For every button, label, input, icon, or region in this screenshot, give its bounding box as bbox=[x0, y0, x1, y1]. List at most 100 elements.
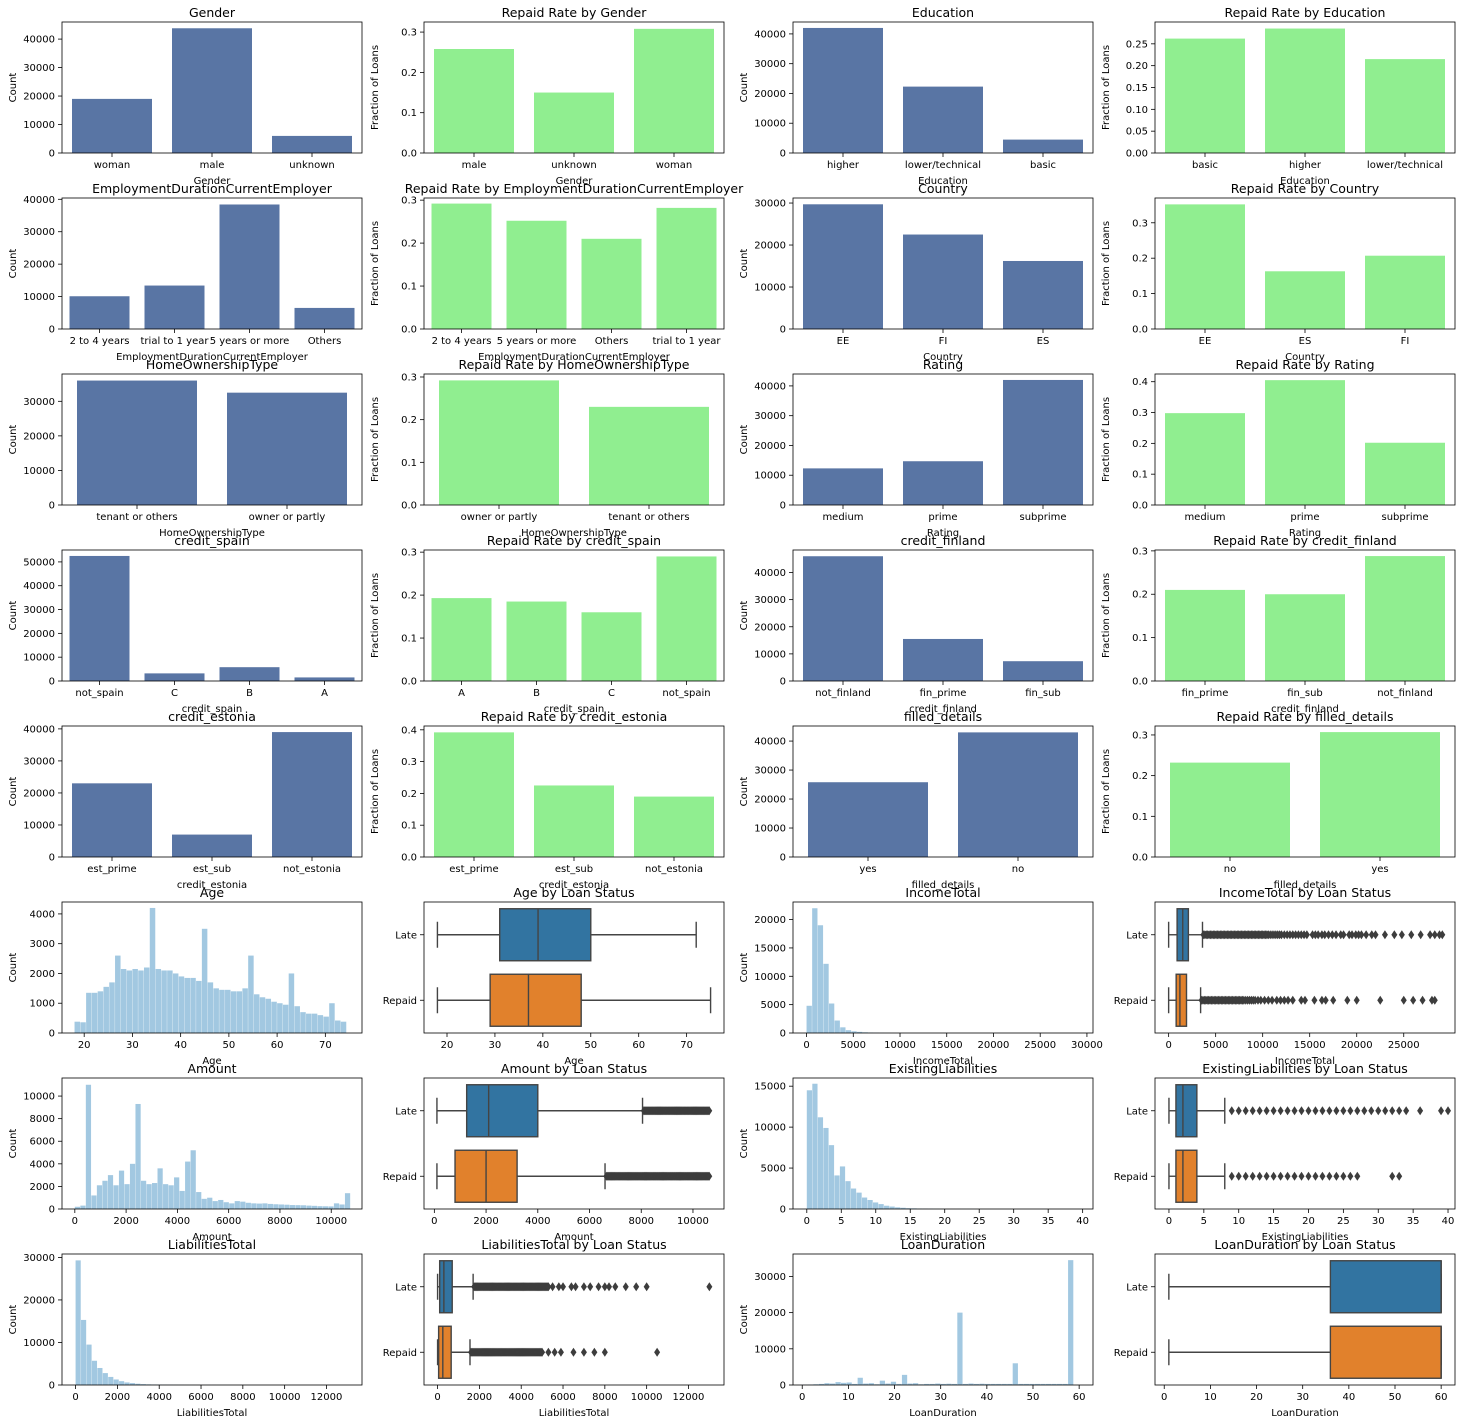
outlier-point bbox=[591, 1347, 598, 1357]
x-tick-label: trial to 1 year bbox=[653, 336, 722, 347]
y-axis-label: Count bbox=[8, 1305, 19, 1335]
bar bbox=[69, 555, 130, 681]
subplot-title: Repaid Rate by credit_finland bbox=[1213, 533, 1397, 548]
x-tick-label: subprime bbox=[1019, 512, 1066, 523]
outlier-point bbox=[1312, 1171, 1319, 1181]
y-tick-label: 0.2 bbox=[1132, 771, 1148, 782]
histogram-bar bbox=[873, 1202, 879, 1209]
y-tick-label: 6000 bbox=[30, 1137, 55, 1148]
y-tick-label: 10000 bbox=[23, 820, 55, 831]
y-tick-label: 10000 bbox=[754, 471, 786, 482]
outlier-point bbox=[1431, 995, 1438, 1005]
bar bbox=[1265, 271, 1345, 329]
histogram-bar bbox=[1051, 1383, 1057, 1385]
outlier-point bbox=[1319, 1106, 1326, 1116]
outlier-point bbox=[1270, 1106, 1277, 1116]
subplot-title: Repaid Rate by Gender bbox=[502, 5, 648, 20]
outlier-point bbox=[1340, 1171, 1347, 1181]
outlier-point bbox=[1263, 1171, 1270, 1181]
histogram-bar bbox=[828, 1145, 835, 1209]
bar bbox=[803, 556, 883, 681]
histogram-bar bbox=[857, 1031, 863, 1033]
x-tick-label: 10000 bbox=[315, 1216, 347, 1227]
histogram-bar bbox=[185, 1161, 191, 1209]
x-tick-label: est_prime bbox=[449, 864, 498, 875]
y-tick-label: 10000 bbox=[23, 292, 55, 303]
histogram-bar bbox=[1045, 1383, 1052, 1385]
subplot: Repaid Rate by Gender Gender Fraction of L… bbox=[370, 5, 725, 187]
histogram-bar bbox=[857, 1377, 863, 1385]
subplot: Age by Loan Status Age Late Repaid 20 30 40 50 6… bbox=[383, 885, 725, 1067]
bar bbox=[1003, 661, 1083, 681]
histogram-bar bbox=[1040, 1383, 1046, 1385]
histogram-bar bbox=[152, 1183, 158, 1209]
subplot: Amount by Loan Status Amount Late Repaid 0 20… bbox=[383, 1061, 725, 1243]
x-tick-label: 6000 bbox=[188, 1392, 213, 1403]
outlier-point bbox=[595, 1282, 602, 1292]
y-tick-label: 0.3 bbox=[1132, 730, 1148, 741]
histogram-bar bbox=[829, 1383, 836, 1385]
y-tick-label: 20000 bbox=[23, 629, 55, 640]
histogram-bar bbox=[234, 1201, 240, 1209]
outlier-point bbox=[1291, 1106, 1298, 1116]
bar bbox=[1003, 139, 1083, 153]
y-tick-label: 40000 bbox=[23, 35, 55, 46]
histogram-bar bbox=[344, 1193, 351, 1209]
y-tick-label: 40000 bbox=[754, 29, 786, 40]
x-tick-label: 5 years or more bbox=[210, 336, 290, 347]
outlier-point bbox=[1249, 1106, 1256, 1116]
x-tick-label: 35 bbox=[1407, 1216, 1420, 1227]
outlier-point bbox=[1321, 930, 1328, 940]
y-tick-label: Repaid bbox=[1114, 996, 1148, 1007]
histogram-bar bbox=[935, 1383, 941, 1385]
x-tick-label: 8000 bbox=[267, 1216, 292, 1227]
outlier-point bbox=[1305, 1106, 1312, 1116]
y-tick-label: 0 bbox=[780, 1029, 786, 1040]
y-tick-label: 0.3 bbox=[401, 372, 417, 383]
histogram-bar bbox=[900, 1207, 906, 1209]
outlier-point bbox=[1333, 1106, 1340, 1116]
y-tick-label: 30000 bbox=[754, 411, 786, 422]
x-tick-label: 2000 bbox=[473, 1216, 498, 1227]
y-axis-label: Count bbox=[8, 953, 19, 983]
histogram-bar bbox=[118, 1170, 125, 1209]
subplot-title: Rating bbox=[923, 357, 963, 372]
histogram-bar bbox=[1018, 1383, 1024, 1385]
outlier-point bbox=[1445, 1106, 1452, 1116]
histogram-bar bbox=[973, 1383, 980, 1385]
y-tick-label: 0 bbox=[49, 1381, 55, 1392]
x-axis-label: EmploymentDurationCurrentEmployer bbox=[478, 352, 671, 363]
outlier-point bbox=[1403, 1106, 1410, 1116]
y-tick-label: 40000 bbox=[754, 737, 786, 748]
x-axis-label: Gender bbox=[556, 176, 594, 187]
bar bbox=[144, 285, 205, 329]
x-tick-label: 6000 bbox=[577, 1216, 602, 1227]
histogram-bar bbox=[140, 1384, 146, 1385]
histogram-bar bbox=[113, 1185, 119, 1209]
histogram-bar bbox=[240, 1201, 246, 1209]
subplot: Amount Amount Count 0 2000 4000 6000 8000 10000 0… bbox=[8, 1061, 363, 1243]
bar bbox=[534, 92, 614, 153]
y-tick-label: Late bbox=[1126, 1106, 1148, 1117]
y-tick-label: 0 bbox=[49, 853, 55, 864]
x-tick-label: fin_prime bbox=[1182, 688, 1229, 699]
x-tick-label: lower/technical bbox=[905, 160, 981, 171]
outlier-point bbox=[1235, 1106, 1242, 1116]
x-axis-label: Country bbox=[1285, 352, 1325, 363]
y-axis-label: Count bbox=[8, 425, 19, 455]
bar bbox=[1165, 589, 1245, 681]
histogram-bar bbox=[334, 1020, 341, 1033]
outlier-point bbox=[1363, 930, 1370, 940]
x-tick-label: 50 bbox=[1389, 1392, 1402, 1403]
histogram-bar bbox=[218, 1199, 224, 1209]
x-axis-label: Age bbox=[564, 1056, 583, 1067]
bar bbox=[903, 638, 983, 681]
y-tick-label: 20000 bbox=[754, 915, 786, 926]
bar bbox=[656, 207, 717, 329]
bar bbox=[803, 27, 883, 154]
histogram-bar bbox=[201, 928, 208, 1033]
x-tick-label: 15000 bbox=[1294, 1040, 1326, 1051]
histogram-bar bbox=[138, 970, 144, 1033]
histogram-bar bbox=[835, 1382, 841, 1385]
x-tick-label: 40 bbox=[1442, 1216, 1455, 1227]
